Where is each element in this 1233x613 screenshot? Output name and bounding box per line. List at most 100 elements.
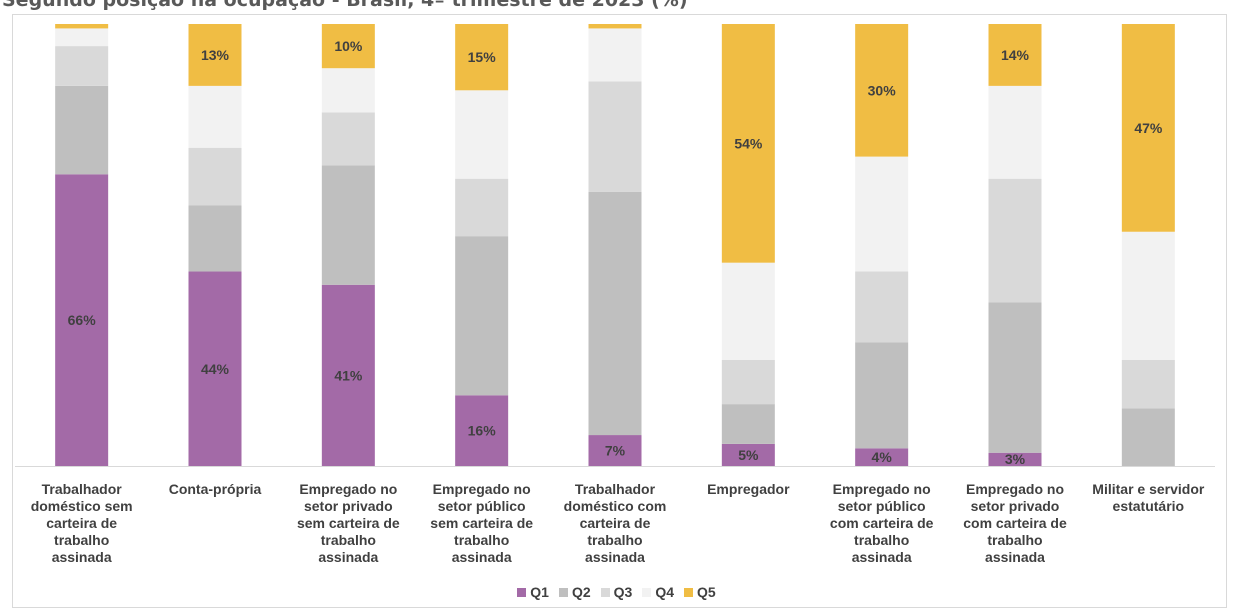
x-tick-label: Empregado no xyxy=(966,481,1064,497)
x-tick-label: Empregado no xyxy=(833,481,931,497)
bar-q4-segment xyxy=(988,85,1042,179)
legend-item-q2: Q2 xyxy=(558,584,591,600)
data-label: 47% xyxy=(1134,120,1163,136)
bar-q4-segment xyxy=(721,262,775,360)
x-tick-label: doméstico sem xyxy=(31,498,133,514)
bar-q3-segment xyxy=(55,46,109,86)
bar-q3-segment xyxy=(1121,359,1175,409)
bar-q3-segment xyxy=(855,271,909,343)
legend-item-q3: Q3 xyxy=(600,584,633,600)
legend-swatch xyxy=(558,587,568,597)
x-tick-label: com carteira de xyxy=(830,515,934,531)
x-tick-label: doméstico com xyxy=(564,498,667,514)
legend-label: Q4 xyxy=(655,584,675,600)
x-tick-label: Militar e servidor xyxy=(1092,481,1205,497)
bar-q2-segment xyxy=(721,404,775,444)
bar-q2-segment xyxy=(855,342,909,449)
data-label: 10% xyxy=(334,38,363,54)
bar-q2-segment xyxy=(321,165,375,285)
bar-q2-segment xyxy=(588,191,642,436)
bar-q4-segment xyxy=(188,85,242,148)
bar-q4-segment xyxy=(321,68,375,113)
legend-item-q4: Q4 xyxy=(642,584,674,600)
bar-q4-segment xyxy=(855,156,909,272)
legend-swatch xyxy=(684,587,694,597)
x-tick-label: carteira de xyxy=(46,515,117,531)
bar-q2-segment xyxy=(455,236,509,396)
data-label: 66% xyxy=(68,312,97,328)
x-tick-label: trabalho xyxy=(854,532,909,548)
data-label: 15% xyxy=(468,49,497,65)
bar-q1-segment xyxy=(988,452,1042,466)
legend: Q1 Q2 Q3 Q4 Q5 xyxy=(0,584,1233,600)
bar-q5-segment xyxy=(588,24,642,29)
bar-q1-segment xyxy=(721,443,775,466)
x-tick-label: assinada xyxy=(318,549,378,565)
x-tick-label: trabalho xyxy=(987,532,1042,548)
data-label: 14% xyxy=(1001,47,1030,63)
x-tick-label: setor privado xyxy=(971,498,1060,514)
bar-q5-segment xyxy=(721,24,775,263)
x-tick-label: trabalho xyxy=(54,532,109,548)
bar-q5-segment xyxy=(321,24,375,69)
legend-label: Q1 xyxy=(530,584,549,600)
bar-q5-segment xyxy=(988,24,1042,86)
legend-label: Q5 xyxy=(697,584,716,600)
data-label: 13% xyxy=(201,47,230,63)
page-title: Segundo posição na ocupação - Brasil, 4º… xyxy=(2,0,688,11)
x-tick-label: trabalho xyxy=(321,532,376,548)
legend-label: Q3 xyxy=(613,584,633,600)
bar-q1-segment xyxy=(455,395,509,466)
x-tick-label: trabalho xyxy=(587,532,642,548)
legend-label: Q2 xyxy=(571,584,591,600)
bar-q4-segment xyxy=(1121,231,1175,360)
x-tick-label: Conta-própria xyxy=(169,481,262,497)
bar-q1-segment xyxy=(55,174,109,466)
x-tick-label: Empregado no xyxy=(433,481,531,497)
bar-q5-segment xyxy=(855,24,909,157)
legend-swatch xyxy=(517,587,527,597)
bar-q3-segment xyxy=(188,147,242,206)
data-label: 54% xyxy=(734,135,763,151)
data-label: 3% xyxy=(1005,451,1026,467)
data-label: 4% xyxy=(872,449,893,465)
x-tick-label: assinada xyxy=(452,549,512,565)
x-tick-label: Empregado no xyxy=(299,481,397,497)
bar-q4-segment xyxy=(55,28,109,47)
x-tick-label: Empregador xyxy=(707,481,790,497)
bar-q5-segment xyxy=(1121,24,1175,232)
bar-q5-segment xyxy=(188,24,242,86)
bar-q2-segment xyxy=(55,85,109,175)
data-label: 16% xyxy=(468,423,497,439)
x-tick-label: com carteira de xyxy=(963,515,1067,531)
x-tick-label: assinada xyxy=(852,549,912,565)
bar-q2-segment xyxy=(188,205,242,272)
data-label: 41% xyxy=(334,367,363,383)
bar-q3-segment xyxy=(588,81,642,192)
bar-q1-segment xyxy=(188,271,242,466)
x-tick-label: setor público xyxy=(438,498,526,514)
x-tick-label: trabalho xyxy=(454,532,509,548)
legend-item-q5: Q5 xyxy=(684,584,716,600)
bar-q1-segment xyxy=(855,448,909,466)
x-tick-label: setor público xyxy=(838,498,926,514)
x-tick-label: assinada xyxy=(985,549,1045,565)
x-tick-label: estatutário xyxy=(1113,498,1185,514)
bar-q2-segment xyxy=(1121,408,1175,466)
legend-swatch xyxy=(642,587,652,597)
x-tick-label: Trabalhador xyxy=(575,481,656,497)
data-label: 30% xyxy=(868,82,897,98)
legend-swatch xyxy=(600,587,610,597)
bar-q4-segment xyxy=(455,90,509,179)
x-tick-label: setor privado xyxy=(304,498,393,514)
data-label: 7% xyxy=(605,443,626,459)
x-tick-label: assinada xyxy=(52,549,112,565)
x-tick-label: Trabalhador xyxy=(42,481,123,497)
bar-q3-segment xyxy=(988,178,1042,303)
data-label: 5% xyxy=(738,447,759,463)
x-tick-label: sem carteira de xyxy=(297,515,400,531)
x-tick-label: assinada xyxy=(585,549,645,565)
bar-q1-segment xyxy=(588,435,642,466)
bar-q1-segment xyxy=(321,284,375,466)
